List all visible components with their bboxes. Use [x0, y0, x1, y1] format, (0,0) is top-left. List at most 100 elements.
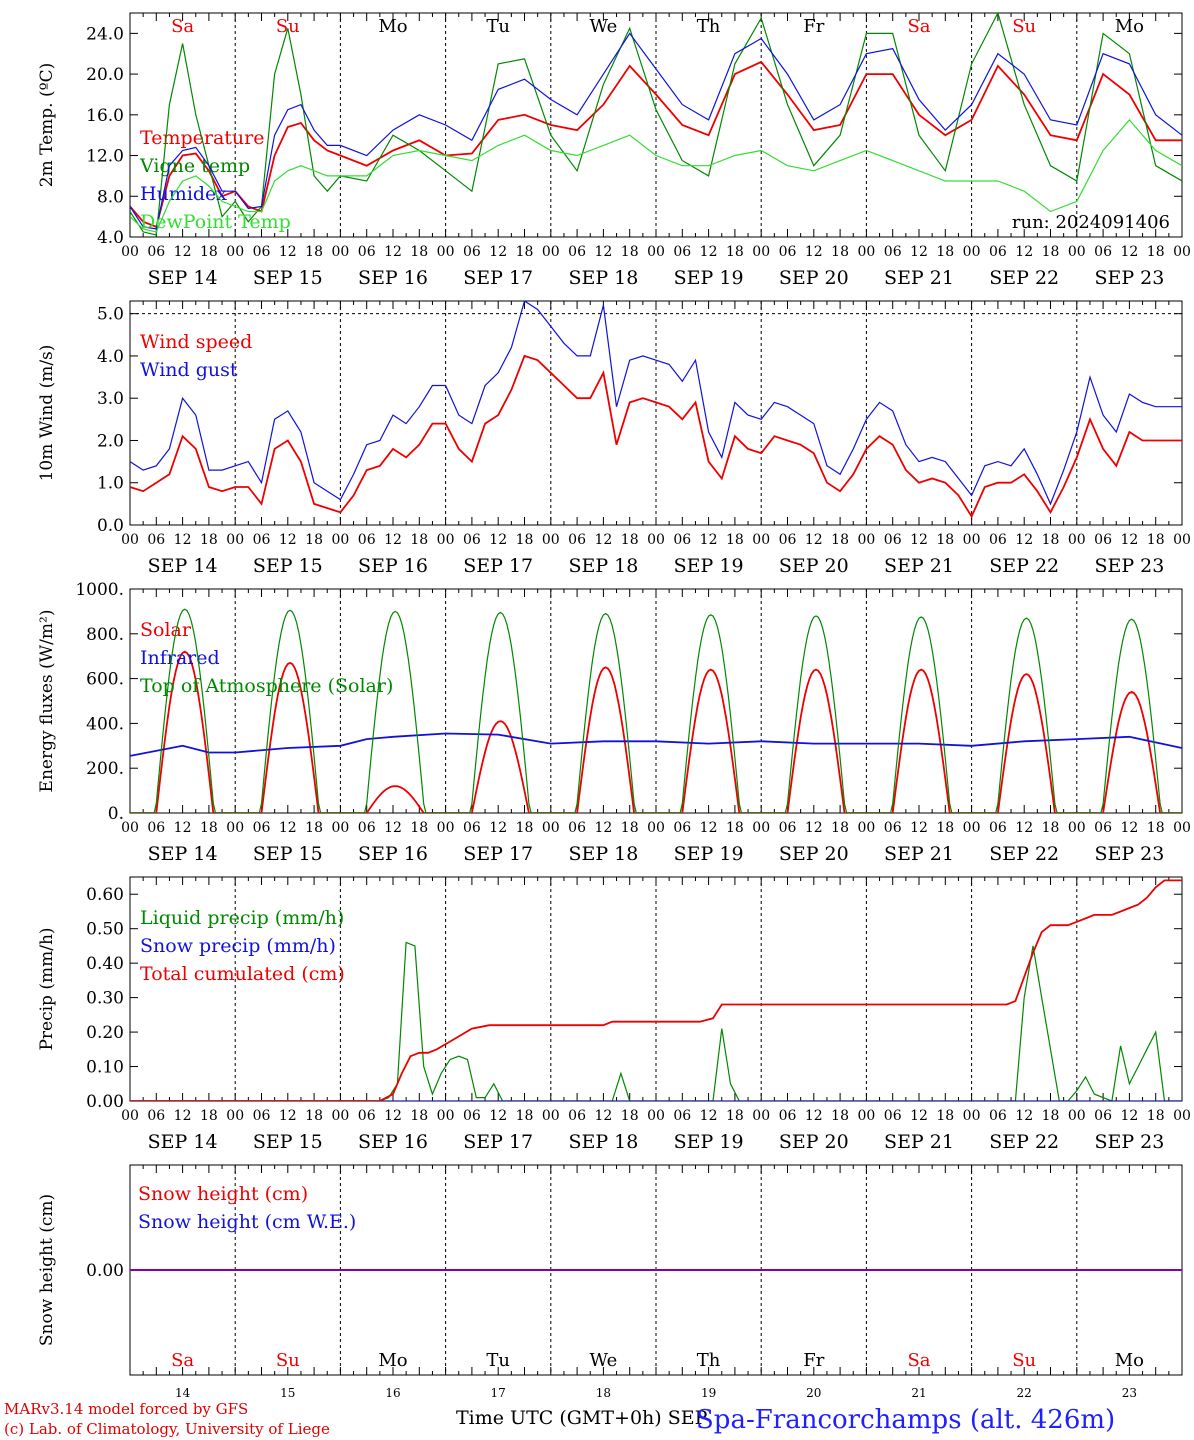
hour-tick-label: 06	[1094, 532, 1112, 548]
hour-tick-label: 18	[1042, 532, 1060, 548]
hour-tick-label: 00	[752, 244, 770, 260]
y-axis-label: Precip (mm/h)	[37, 927, 57, 1050]
day-label: Sa	[907, 1350, 930, 1371]
hour-tick-label: 12	[1120, 532, 1138, 548]
hour-tick-label: 12	[910, 820, 928, 836]
day-label: Sa	[171, 16, 194, 37]
hour-tick-label: 18	[410, 1108, 428, 1124]
series-line	[130, 32, 1182, 230]
date-label: SEP 14	[148, 1131, 218, 1153]
date-label: SEP 22	[989, 555, 1059, 577]
legend-entry: Wind gust	[140, 359, 238, 381]
hour-tick-label: 12	[805, 532, 823, 548]
hour-tick-label: 06	[884, 1108, 902, 1124]
hour-tick-label: 18	[1147, 532, 1165, 548]
date-label: SEP 14	[148, 843, 218, 865]
hour-tick-label: 18	[200, 532, 218, 548]
hour-tick-label: 06	[568, 532, 586, 548]
date-label: SEP 23	[1094, 1131, 1164, 1153]
hour-tick-label: 12	[489, 1108, 507, 1124]
legend-entry: Infrared	[140, 647, 220, 669]
legend-entry: Wind speed	[140, 331, 252, 353]
hour-tick-label: 06	[253, 820, 271, 836]
legend-entry: Humidex	[140, 183, 227, 205]
y-axis-label: 10m Wind (m/s)	[37, 345, 57, 482]
day-label: Su	[276, 1350, 300, 1371]
hour-tick-label: 06	[463, 820, 481, 836]
date-label: SEP 19	[674, 555, 744, 577]
date-label: SEP 22	[989, 843, 1059, 865]
date-label: SEP 18	[568, 843, 638, 865]
day-number-label: 22	[1017, 1386, 1032, 1400]
day-number-label: 18	[596, 1386, 611, 1400]
y-tick-label: 16.0	[86, 106, 124, 126]
day-number-label: 19	[701, 1386, 716, 1400]
hour-tick-label: 12	[489, 244, 507, 260]
date-label: SEP 22	[989, 1131, 1059, 1153]
series-line	[130, 13, 1182, 236]
date-label: SEP 21	[884, 555, 954, 577]
hour-tick-label: 12	[384, 1108, 402, 1124]
date-label: SEP 23	[1094, 843, 1164, 865]
hour-tick-label: 06	[147, 244, 165, 260]
date-label: SEP 21	[884, 843, 954, 865]
hour-tick-label: 12	[174, 820, 192, 836]
legend-entry: Snow height (cm W.E.)	[138, 1211, 356, 1233]
hour-tick-label: 00	[647, 820, 665, 836]
hour-tick-label: 06	[989, 820, 1007, 836]
hour-tick-label: 12	[174, 244, 192, 260]
day-number-label: 21	[911, 1386, 926, 1400]
hour-tick-label: 18	[516, 244, 534, 260]
hour-tick-label: 06	[358, 1108, 376, 1124]
date-label: SEP 20	[779, 843, 849, 865]
date-label: SEP 21	[884, 1131, 954, 1153]
footer-model: MARv3.14 model forced by GFS	[4, 1400, 248, 1418]
hour-tick-label: 00	[437, 820, 455, 836]
hour-tick-label: 12	[700, 244, 718, 260]
day-label: Th	[697, 1350, 721, 1371]
hour-tick-label: 00	[437, 244, 455, 260]
hour-tick-label: 06	[884, 820, 902, 836]
date-label: SEP 20	[779, 1131, 849, 1153]
y-tick-label: 0.00	[86, 1261, 124, 1281]
y-tick-label: 1.0	[97, 474, 124, 494]
day-label: We	[590, 16, 618, 37]
x-axis-title: Time UTC (GMT+0h) SEP	[456, 1407, 708, 1429]
day-label: Su	[1012, 16, 1036, 37]
series-line	[130, 650, 1182, 813]
plot-frame	[129, 12, 1183, 238]
hour-tick-label: 06	[463, 1108, 481, 1124]
hour-tick-label: 18	[936, 532, 954, 548]
hour-tick-label: 06	[358, 532, 376, 548]
hour-tick-label: 06	[779, 532, 797, 548]
hour-tick-label: 00	[857, 1108, 875, 1124]
hour-tick-label: 06	[253, 1108, 271, 1124]
hour-tick-label: 06	[253, 532, 271, 548]
hour-tick-label: 18	[305, 1108, 323, 1124]
hour-tick-label: 00	[647, 1108, 665, 1124]
hour-tick-label: 12	[910, 532, 928, 548]
series-line	[130, 879, 1182, 1101]
y-tick-label: 1000.	[75, 580, 124, 600]
hour-tick-label: 06	[673, 1108, 691, 1124]
legend-entry: Solar	[140, 619, 192, 641]
hour-tick-label: 06	[147, 532, 165, 548]
hour-tick-label: 00	[1173, 1108, 1191, 1124]
hour-tick-label: 18	[831, 820, 849, 836]
hour-tick-label: 12	[384, 820, 402, 836]
day-label: Fr	[803, 1350, 824, 1371]
hour-tick-label: 06	[884, 244, 902, 260]
hour-tick-label: 18	[936, 1108, 954, 1124]
y-tick-label: 0.50	[86, 920, 124, 940]
hour-tick-label: 06	[358, 820, 376, 836]
date-label: SEP 17	[463, 267, 533, 289]
hour-tick-label: 00	[121, 532, 139, 548]
day-number-label: 20	[806, 1386, 821, 1400]
hour-tick-label: 12	[594, 244, 612, 260]
hour-tick-label: 12	[700, 820, 718, 836]
date-label: SEP 15	[253, 555, 323, 577]
hour-tick-label: 06	[989, 532, 1007, 548]
series-line	[130, 354, 1182, 519]
hour-tick-label: 00	[226, 820, 244, 836]
hour-tick-label: 18	[305, 244, 323, 260]
